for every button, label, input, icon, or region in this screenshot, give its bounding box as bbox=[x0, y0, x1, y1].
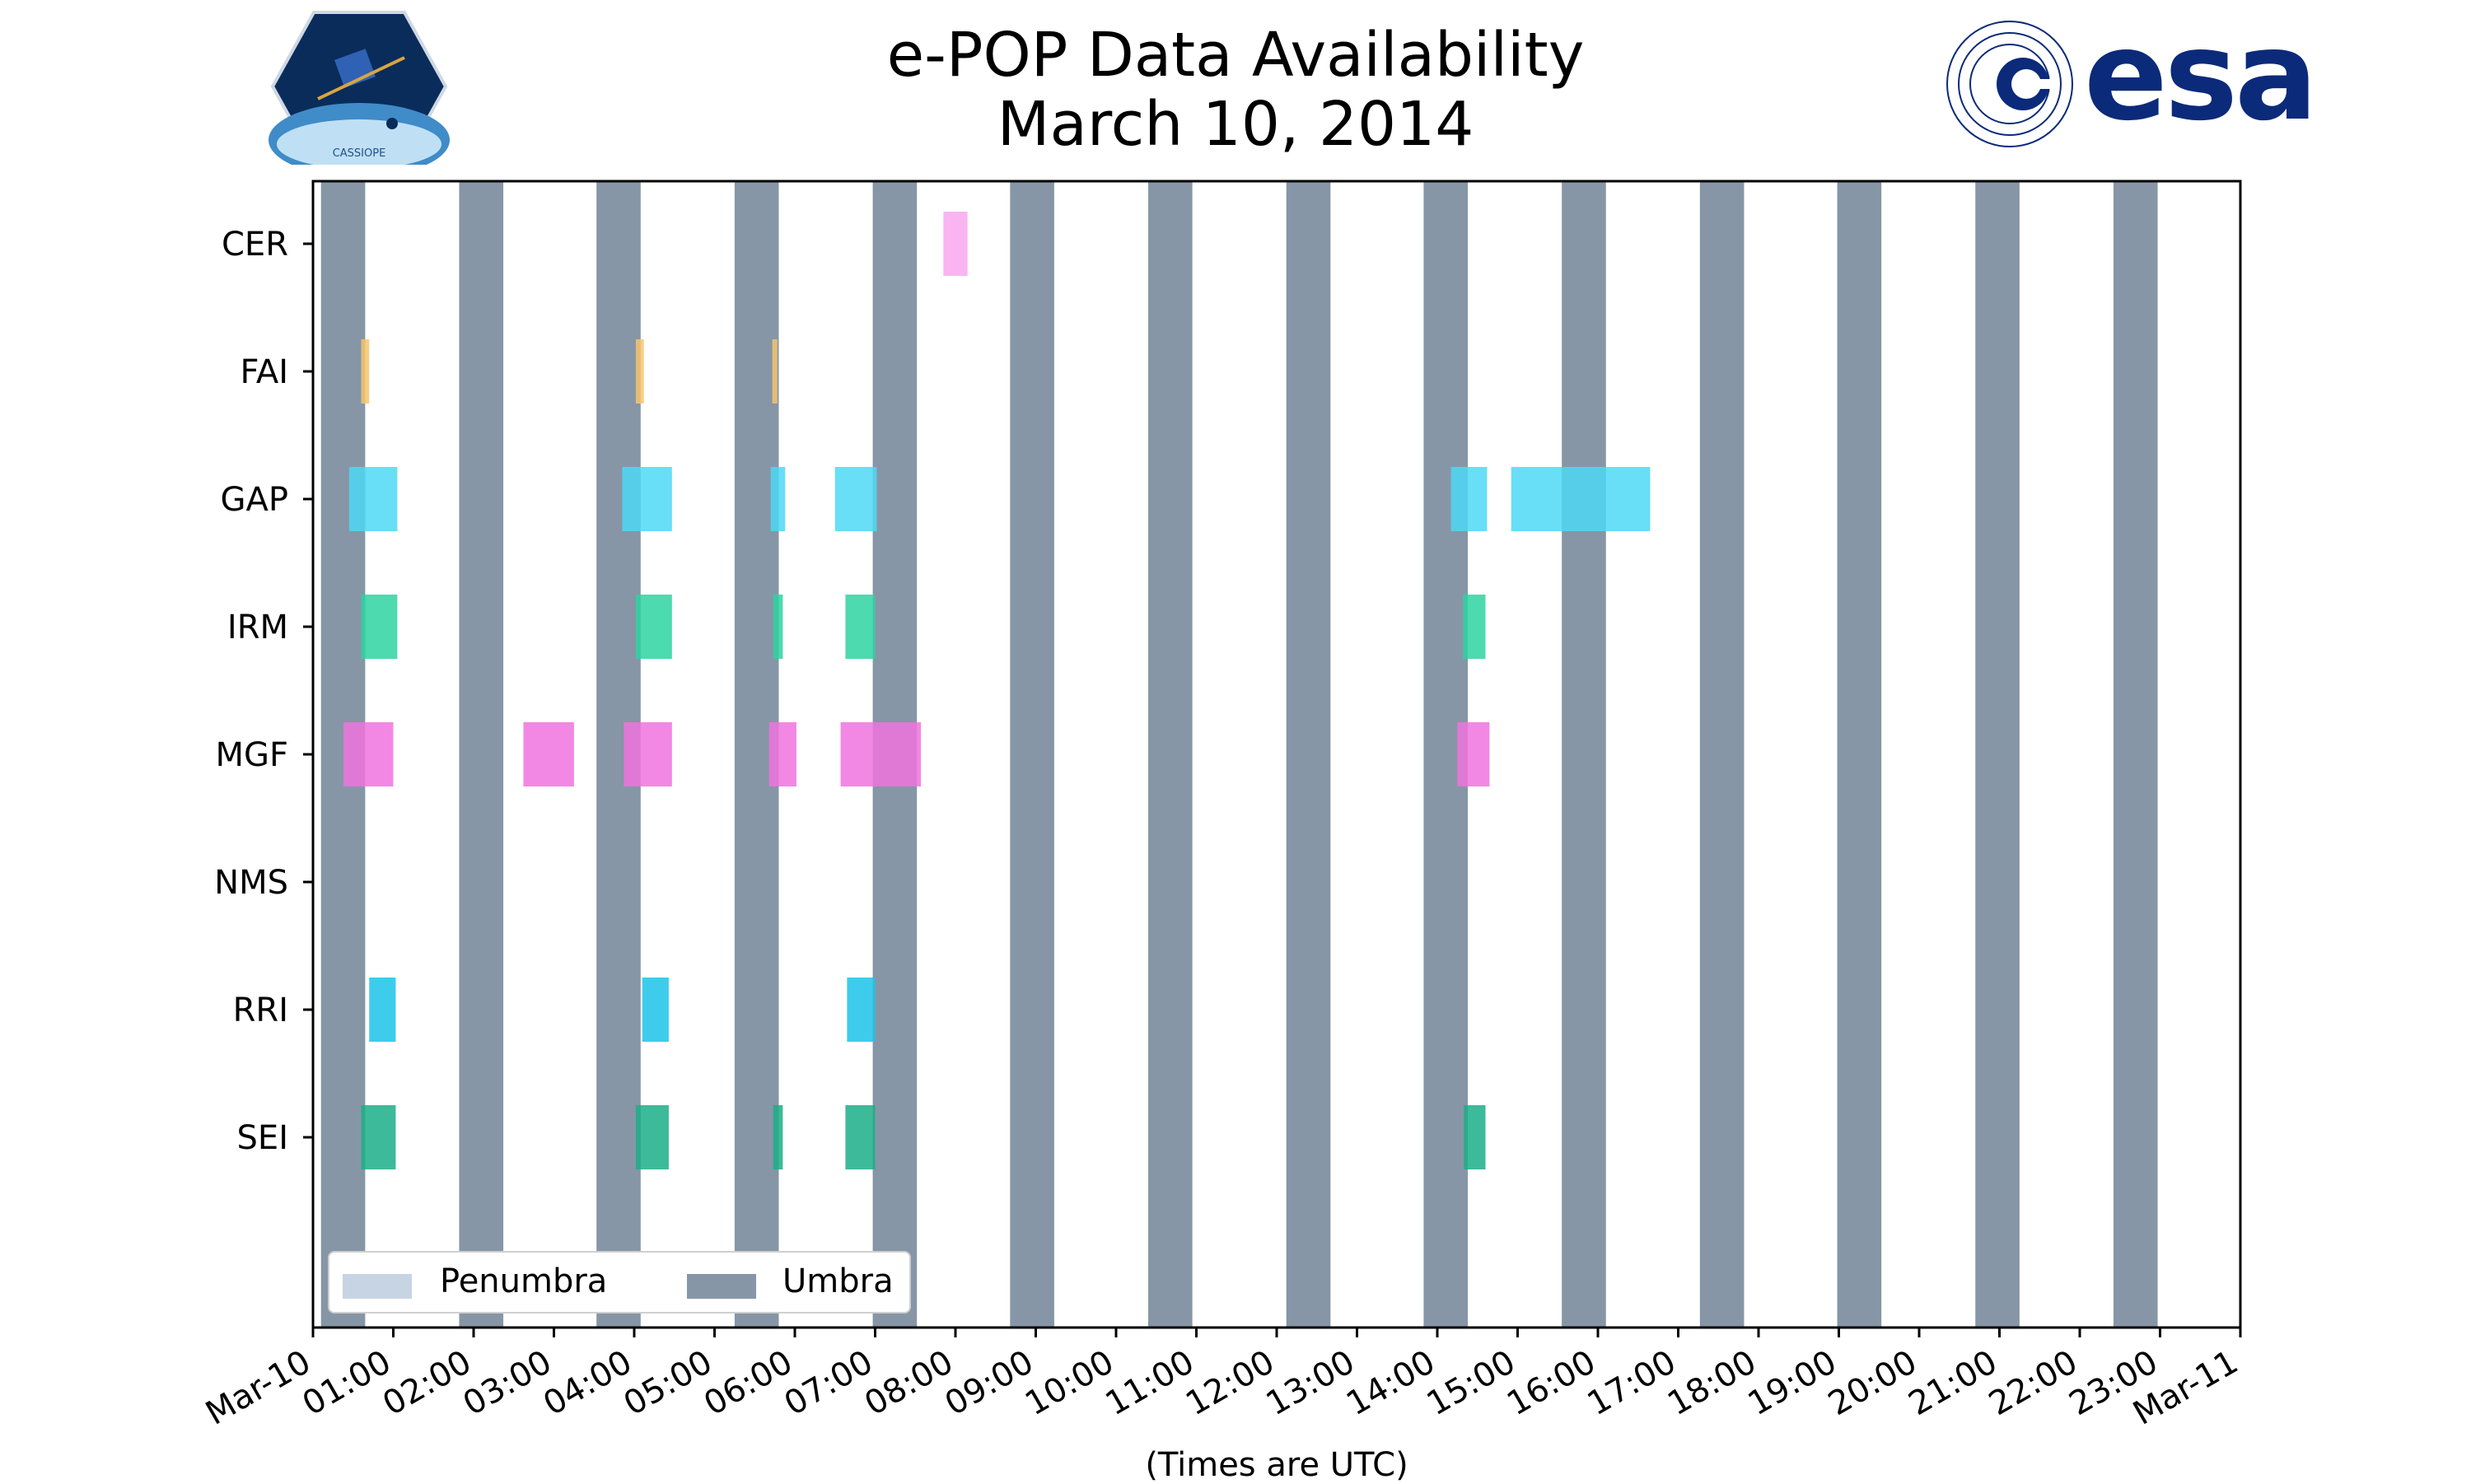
mgf-bar-4 bbox=[768, 722, 796, 786]
mgf-bar-2 bbox=[523, 722, 574, 786]
umbra-band-13 bbox=[1975, 181, 2020, 1328]
umbra-band-8 bbox=[1286, 181, 1331, 1328]
instrument-bars bbox=[343, 212, 1651, 1169]
x-axis-label: (Times are UTC) bbox=[1145, 1446, 1408, 1484]
x-tick-label-10: 10:00 bbox=[1019, 1343, 1120, 1423]
y-tick-label-mgf: MGF bbox=[215, 736, 288, 774]
umbra-band-2 bbox=[459, 181, 504, 1328]
irm-bar-2 bbox=[635, 595, 672, 659]
x-tick-label-13: 13:00 bbox=[1260, 1343, 1362, 1423]
umbra-bands bbox=[320, 181, 2158, 1328]
cassiope-logo: CASSIOPE bbox=[269, 11, 450, 165]
legend-penumbra-label: Penumbra bbox=[440, 1262, 608, 1300]
y-tick-label-sei: SEI bbox=[237, 1119, 288, 1157]
legend-umbra-label: Umbra bbox=[782, 1262, 894, 1300]
sei-bar-5 bbox=[1464, 1105, 1486, 1169]
gap-bar-3 bbox=[770, 467, 786, 531]
gap-bar-4 bbox=[834, 467, 877, 531]
cassiope-logo-text: CASSIOPE bbox=[333, 147, 386, 160]
x-tick-label-19: 19:00 bbox=[1742, 1343, 1843, 1423]
umbra-band-10 bbox=[1562, 181, 1606, 1328]
fai-bar-1 bbox=[361, 339, 370, 404]
y-tick-label-nms: NMS bbox=[214, 864, 288, 902]
rri-bar-2 bbox=[642, 978, 669, 1042]
gap-bar-2 bbox=[622, 467, 672, 531]
y-tick-label-rri: RRI bbox=[233, 992, 288, 1029]
chart-title-line-1: e-POP Data Availability bbox=[886, 20, 1585, 91]
rri-bar-3 bbox=[847, 978, 876, 1042]
sei-bar-3 bbox=[773, 1105, 783, 1169]
y-axis: CER FAI GAP IRM MGF NMS RRI SEI bbox=[214, 226, 313, 1157]
y-tick-label-fai: FAI bbox=[241, 353, 289, 391]
sei-bar-2 bbox=[635, 1105, 669, 1169]
x-tick-label-15: 15:00 bbox=[1421, 1343, 1522, 1423]
chart-title-line-2: March 10, 2014 bbox=[997, 89, 1474, 160]
irm-bar-3 bbox=[773, 595, 783, 659]
mgf-bar-1 bbox=[343, 722, 394, 786]
esa-logo-mark bbox=[1946, 21, 2073, 147]
x-tick-label-18: 18:00 bbox=[1661, 1343, 1763, 1423]
umbra-band-6 bbox=[1010, 181, 1054, 1328]
x-tick-label-8: 08:00 bbox=[858, 1343, 960, 1423]
y-tick-label-cer: CER bbox=[222, 226, 288, 264]
umbra-band-11 bbox=[1699, 181, 1745, 1328]
rri-bar-1 bbox=[369, 978, 396, 1042]
sei-bar-4 bbox=[845, 1105, 876, 1169]
x-tick-label-1: 01:00 bbox=[297, 1343, 398, 1423]
gap-bar-6 bbox=[1511, 467, 1651, 531]
y-tick-label-gap: GAP bbox=[221, 481, 288, 519]
x-tick-label-20: 20:00 bbox=[1822, 1343, 1923, 1423]
x-tick-label-22: 22:00 bbox=[1983, 1343, 2084, 1423]
gap-bar-1 bbox=[348, 467, 398, 531]
x-tick-label-3: 03:00 bbox=[457, 1343, 558, 1423]
umbra-band-12 bbox=[1837, 181, 1882, 1328]
x-tick-label-2: 02:00 bbox=[376, 1343, 478, 1423]
x-axis: Mar-1001:0002:0003:0004:0005:0006:0007:0… bbox=[199, 1328, 2244, 1433]
gap-bar-5 bbox=[1450, 467, 1488, 531]
x-tick-label-17: 17:00 bbox=[1581, 1343, 1683, 1423]
cer-bar-1 bbox=[943, 212, 968, 276]
umbra-band-7 bbox=[1148, 181, 1193, 1328]
sei-bar-1 bbox=[361, 1105, 396, 1169]
x-tick-label-21: 21:00 bbox=[1903, 1343, 2004, 1423]
x-tick-label-6: 06:00 bbox=[698, 1343, 799, 1423]
irm-bar-4 bbox=[845, 595, 876, 659]
esa-logo-word: esa bbox=[2084, 5, 2318, 148]
mgf-bar-6 bbox=[1457, 722, 1490, 786]
umbra-band-14 bbox=[2113, 181, 2158, 1328]
x-tick-label-7: 07:00 bbox=[778, 1343, 880, 1423]
x-tick-label-11: 11:00 bbox=[1100, 1343, 1201, 1423]
x-tick-label-12: 12:00 bbox=[1179, 1343, 1281, 1423]
fai-bar-2 bbox=[635, 339, 644, 404]
legend-penumbra-swatch bbox=[343, 1274, 412, 1299]
mgf-bar-3 bbox=[624, 722, 672, 786]
legend: Penumbra Umbra bbox=[328, 1251, 911, 1314]
x-tick-label-4: 04:00 bbox=[537, 1343, 638, 1423]
x-tick-label-14: 14:00 bbox=[1340, 1343, 1441, 1423]
irm-bar-5 bbox=[1463, 595, 1486, 659]
irm-bar-1 bbox=[361, 595, 398, 659]
fai-bar-3 bbox=[772, 339, 778, 404]
x-tick-label-16: 16:00 bbox=[1501, 1343, 1602, 1423]
x-tick-label-9: 09:00 bbox=[939, 1343, 1040, 1423]
legend-umbra-swatch bbox=[687, 1274, 756, 1299]
x-tick-label-5: 05:00 bbox=[618, 1343, 719, 1423]
mgf-bar-5 bbox=[840, 722, 922, 786]
y-tick-label-irm: IRM bbox=[227, 609, 288, 646]
